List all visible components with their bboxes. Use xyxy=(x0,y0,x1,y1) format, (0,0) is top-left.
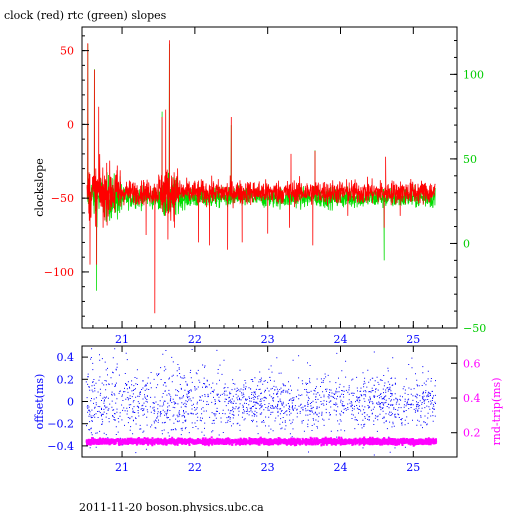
top-x-tick-label: 21 xyxy=(115,333,129,346)
bottom-y2-tick-label: 0.4 xyxy=(463,392,481,405)
bottom-y-tick-label: 0 xyxy=(67,396,74,409)
top-plot-frame xyxy=(81,26,458,329)
offset-panel: 21 22 23 24 25 0.4 0.2 0 −0.2 −0.4 0.6 0.4 0.2 offset… xyxy=(33,345,503,474)
series-rtc-line xyxy=(86,43,436,291)
bottom-y2-tick-label: 0.6 xyxy=(463,357,481,370)
footer-label: 2011-11-20 boson.physics.ubc.ca xyxy=(79,501,264,512)
top-y-tick-label: −50 xyxy=(51,192,74,205)
bottom-y-tick-label: −0.2 xyxy=(47,418,74,431)
top-y-tick-label: −100 xyxy=(44,266,74,279)
top-y2-tick-label: 100 xyxy=(463,68,484,81)
top-y2-tick-label: −50 xyxy=(463,322,486,335)
bottom-x-tick-label: 23 xyxy=(261,461,275,474)
top-y-axis-label: clockslope xyxy=(33,158,46,216)
series-roundtrip-points xyxy=(85,436,438,447)
bottom-y-tick-label: −0.4 xyxy=(47,440,74,453)
series-offset-points xyxy=(85,348,437,456)
top-x-tick-label: 25 xyxy=(406,333,420,346)
bottom-x-tick-label: 21 xyxy=(115,461,129,474)
bottom-y2-axis-label: rnd-trip(ms) xyxy=(490,378,503,446)
series-clock-line xyxy=(86,40,436,314)
top-x-tick-label: 22 xyxy=(188,333,202,346)
top-x-tick-label: 24 xyxy=(333,333,347,346)
bottom-y-tick-label: 0.2 xyxy=(57,373,75,386)
bottom-y-tick-label: 0.4 xyxy=(57,351,75,364)
bottom-x-tick-label: 24 xyxy=(333,461,347,474)
top-x-tick-label: 23 xyxy=(261,333,275,346)
clockslope-panel: 21 22 23 24 25 50 0 −50 −100 100 50 0 −50 clockslope xyxy=(33,26,486,346)
bottom-y-axis-label: offset(ms) xyxy=(33,374,46,430)
bottom-y2-tick-label: 0.2 xyxy=(463,427,481,440)
top-y2-tick-label: 0 xyxy=(463,237,470,250)
top-y-tick-label: 50 xyxy=(60,45,74,58)
chart-title: clock (red) rtc (green) slopes xyxy=(4,9,167,22)
bottom-x-tick-label: 25 xyxy=(406,461,420,474)
top-y2-tick-label: 50 xyxy=(463,153,477,166)
bottom-x-tick-label: 22 xyxy=(188,461,202,474)
top-y-tick-label: 0 xyxy=(67,118,74,131)
